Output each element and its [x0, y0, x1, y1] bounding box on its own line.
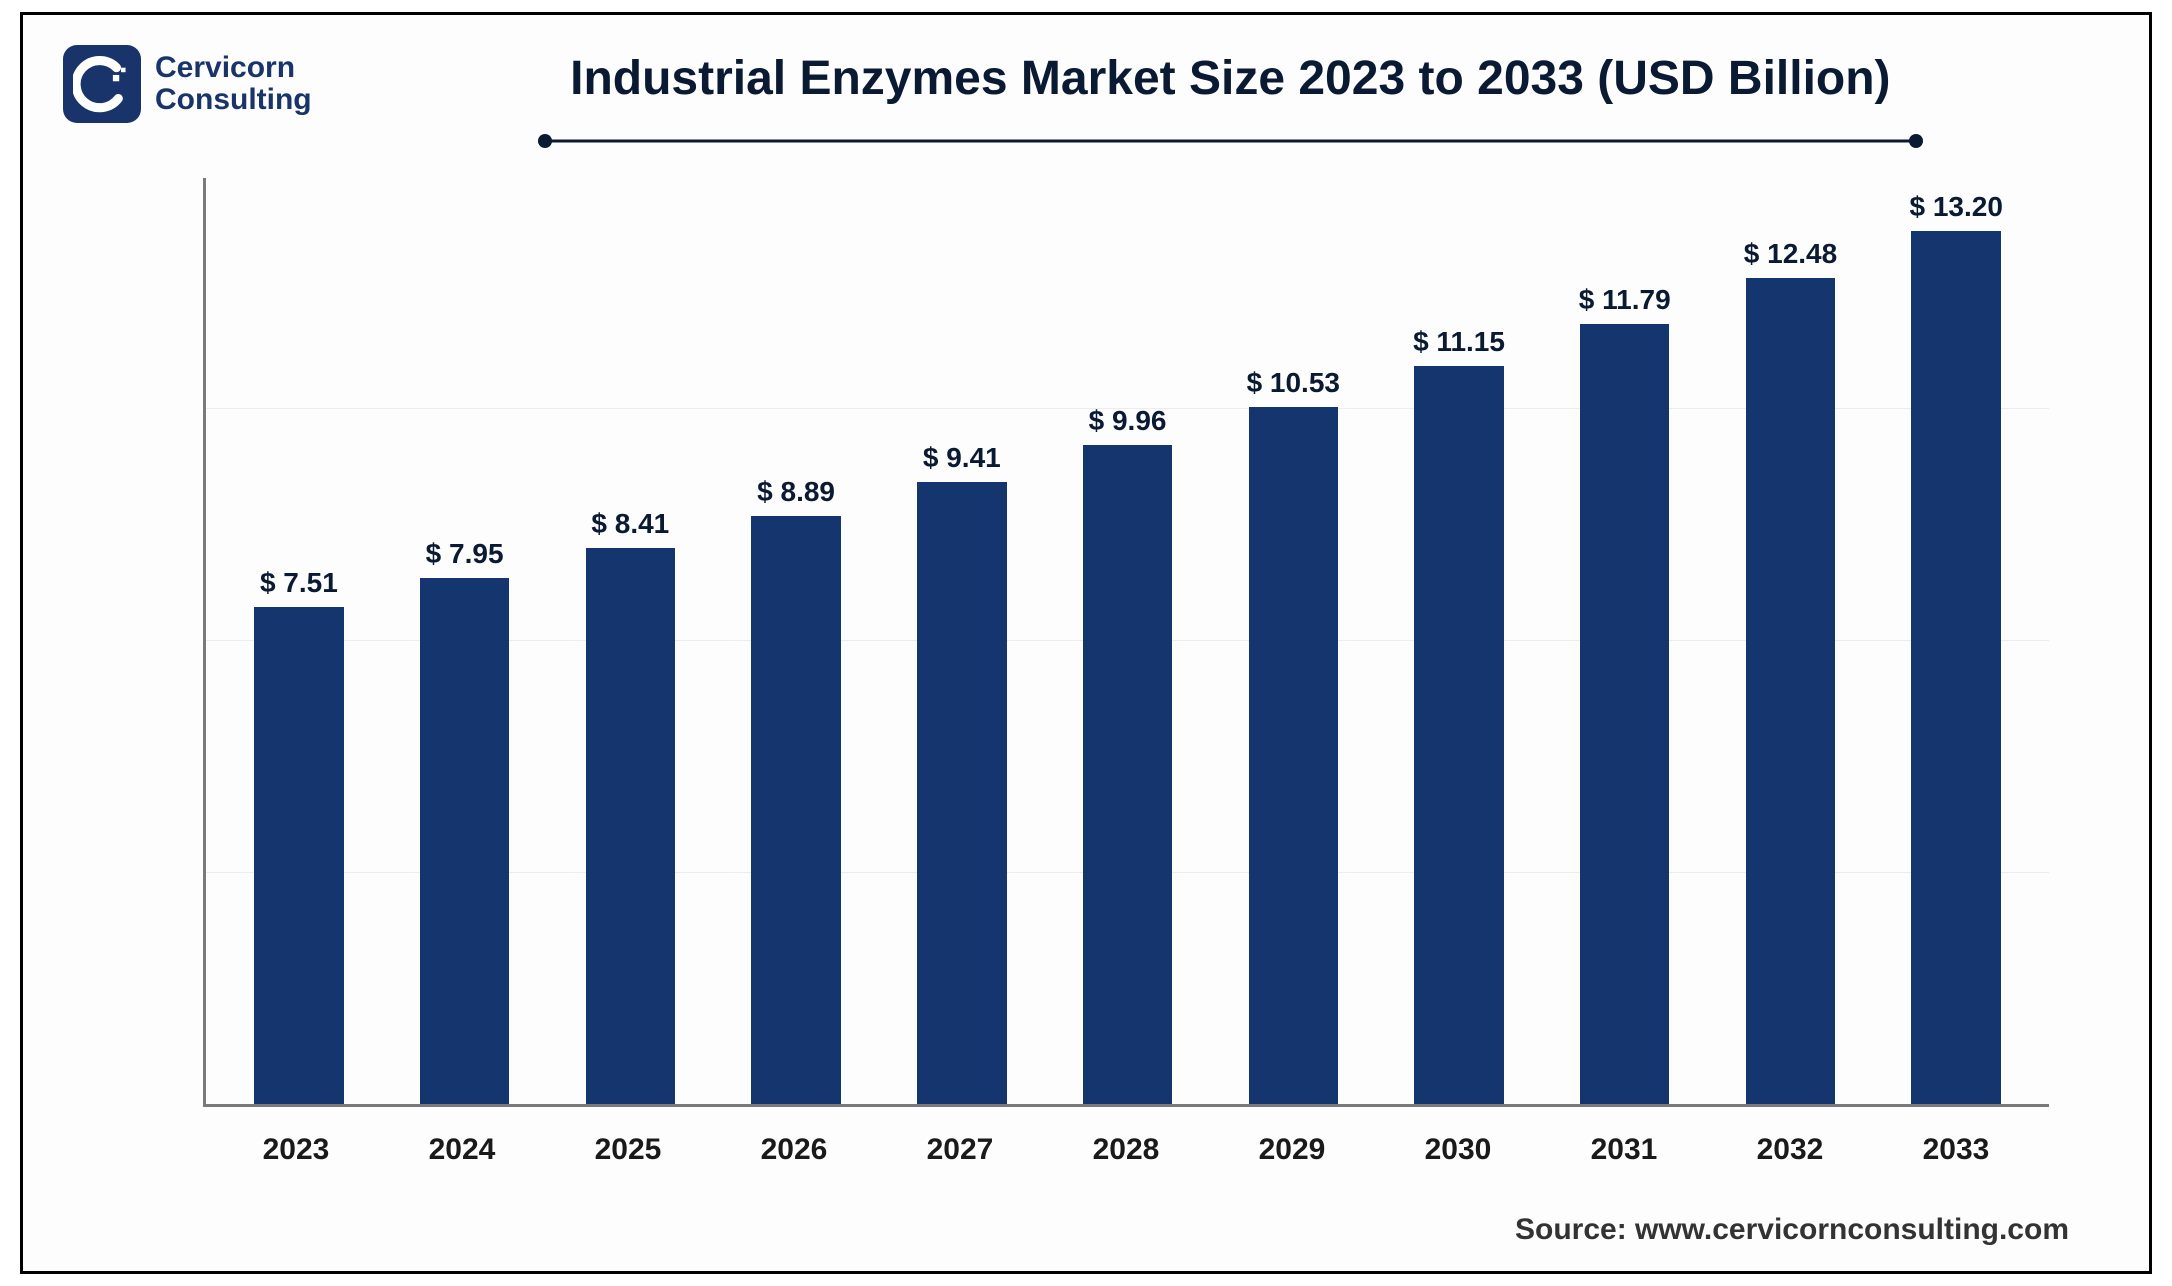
plot-area: $ 7.51 $ 7.95 $ 8.41 $ 8.89 $ 9.41 $ 9.96 $ 10… — [203, 178, 2049, 1107]
bar — [254, 607, 343, 1104]
bar-column: $ 10.53 — [1210, 178, 1376, 1104]
brand-name-line2: Consulting — [155, 84, 312, 116]
bar — [1249, 407, 1338, 1104]
bar-column: $ 11.15 — [1376, 178, 1542, 1104]
bar — [1911, 231, 2000, 1104]
bar-value-label: $ 7.95 — [426, 538, 504, 570]
bar — [420, 578, 509, 1104]
bars-container: $ 7.51 $ 7.95 $ 8.41 $ 8.89 $ 9.41 $ 9.96 $ 10… — [206, 178, 2049, 1104]
x-tick: 2031 — [1541, 1133, 1707, 1167]
bar-value-label: $ 13.20 — [1910, 191, 2003, 223]
x-tick: 2026 — [711, 1133, 877, 1167]
chart-title: Industrial Enzymes Market Size 2023 to 2… — [352, 51, 2109, 106]
brand-logo-mark — [63, 45, 141, 123]
bar — [1580, 324, 1669, 1104]
bar-value-label: $ 11.15 — [1413, 326, 1505, 358]
bar-column: $ 9.41 — [879, 178, 1045, 1104]
bar-value-label: $ 12.48 — [1744, 238, 1837, 270]
bar-value-label: $ 7.51 — [260, 567, 338, 599]
x-axis: 2023202420252026202720282029203020312032… — [203, 1133, 2049, 1167]
bar-value-label: $ 11.79 — [1579, 284, 1671, 316]
bar-value-label: $ 9.96 — [1089, 405, 1167, 437]
bar-column: $ 8.41 — [547, 178, 713, 1104]
bar — [1746, 278, 1835, 1104]
bar — [917, 482, 1006, 1105]
bar-value-label: $ 9.41 — [923, 442, 1001, 474]
x-tick: 2032 — [1707, 1133, 1873, 1167]
title-area: Industrial Enzymes Market Size 2023 to 2… — [352, 45, 2109, 148]
bar-column: $ 12.48 — [1708, 178, 1874, 1104]
title-rule — [545, 134, 1916, 148]
brand-name-line1: Cervicorn — [155, 52, 312, 84]
bar-column: $ 7.95 — [382, 178, 548, 1104]
cervicorn-icon — [73, 55, 131, 113]
bar-value-label: $ 8.89 — [757, 476, 835, 508]
chart-frame: Cervicorn Consulting Industrial Enzymes … — [20, 12, 2152, 1274]
rule-dot-right — [1909, 134, 1923, 148]
bar-column: $ 13.20 — [1873, 178, 2039, 1104]
bar-chart: $ 7.51 $ 7.95 $ 8.41 $ 8.89 $ 9.41 $ 9.96 $ 10… — [143, 178, 2069, 1197]
bar — [1414, 366, 1503, 1104]
bar-column: $ 8.89 — [713, 178, 879, 1104]
bar-value-label: $ 10.53 — [1247, 367, 1340, 399]
x-tick: 2029 — [1209, 1133, 1375, 1167]
bar — [586, 548, 675, 1104]
bar — [1083, 445, 1172, 1104]
bar — [751, 516, 840, 1104]
bar-column: $ 9.96 — [1045, 178, 1211, 1104]
bar-column: $ 7.51 — [216, 178, 382, 1104]
brand-logo: Cervicorn Consulting — [63, 45, 312, 123]
x-tick: 2024 — [379, 1133, 545, 1167]
header: Cervicorn Consulting Industrial Enzymes … — [63, 45, 2109, 148]
bar-column: $ 11.79 — [1542, 178, 1708, 1104]
source-text: Source: www.cervicornconsulting.com — [63, 1207, 2109, 1251]
x-tick: 2033 — [1873, 1133, 2039, 1167]
x-tick: 2028 — [1043, 1133, 1209, 1167]
brand-logo-text: Cervicorn Consulting — [155, 52, 312, 115]
x-tick: 2030 — [1375, 1133, 1541, 1167]
x-tick: 2025 — [545, 1133, 711, 1167]
rule-dot-left — [538, 134, 552, 148]
bar-value-label: $ 8.41 — [591, 508, 669, 540]
x-tick: 2023 — [213, 1133, 379, 1167]
x-tick: 2027 — [877, 1133, 1043, 1167]
